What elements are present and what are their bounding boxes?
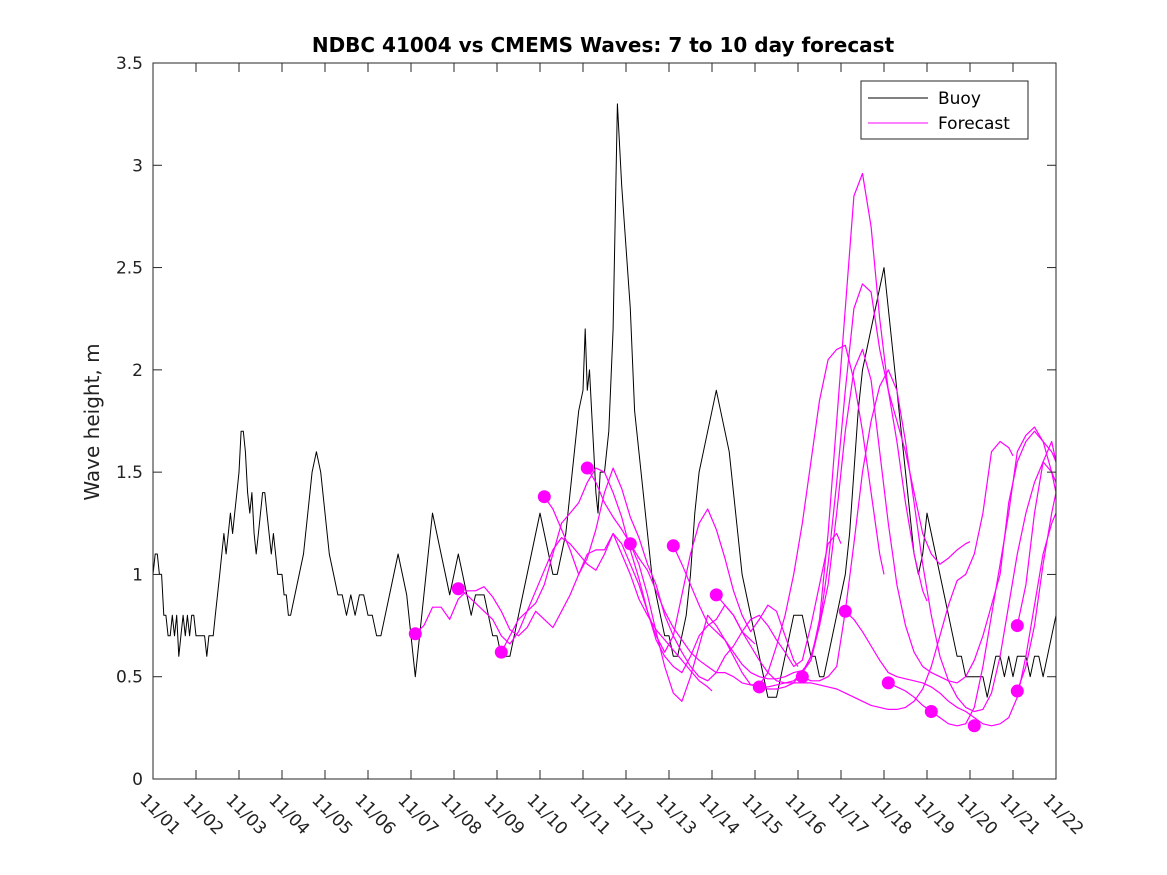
forecast-marker xyxy=(838,604,852,618)
forecast-marker xyxy=(494,645,508,659)
forecast-line xyxy=(844,512,1057,727)
y-axis: 0 0.5 1 1.5 2 2.5 3 3.5 xyxy=(116,54,1056,790)
forecast-marker xyxy=(451,582,465,596)
x-tick-label: 11/16 xyxy=(780,790,829,839)
forecast-marker xyxy=(408,627,422,641)
y-tick-label: 3.5 xyxy=(116,54,143,74)
x-tick-label: 11/14 xyxy=(694,790,743,839)
forecast-marker xyxy=(709,588,723,602)
forecast-line xyxy=(888,426,1057,727)
legend-forecast-label: Forecast xyxy=(938,114,1010,134)
x-tick-label: 11/17 xyxy=(823,790,872,839)
forecast-marker xyxy=(1010,684,1024,698)
x-tick-label: 11/06 xyxy=(350,790,399,839)
legend-buoy-label: Buoy xyxy=(938,89,981,109)
forecast-marker xyxy=(666,539,680,553)
forecast-line xyxy=(1016,492,1057,692)
forecast-line xyxy=(500,467,799,667)
y-tick-label: 0.5 xyxy=(116,668,143,688)
forecast-marker xyxy=(881,676,895,690)
y-tick-label: 1.5 xyxy=(116,463,143,483)
y-tick-label: 2.5 xyxy=(116,259,143,279)
forecast-line xyxy=(543,467,842,682)
forecast-marker xyxy=(752,680,766,694)
x-tick-label: 11/21 xyxy=(995,790,1044,839)
x-tick-label: 11/19 xyxy=(909,790,958,839)
x-tick-label: 11/08 xyxy=(436,790,485,839)
x-tick-label: 11/22 xyxy=(1038,790,1087,839)
x-tick-label: 11/10 xyxy=(522,790,571,839)
x-tick-label: 11/05 xyxy=(307,790,356,839)
x-tick-label: 11/11 xyxy=(565,790,614,839)
axes-background xyxy=(153,63,1056,779)
forecast-marker xyxy=(924,704,938,718)
forecast-line xyxy=(1016,440,1057,626)
y-axis-label: Wave height, m xyxy=(80,343,104,500)
forecast-line xyxy=(672,172,971,680)
forecast-line xyxy=(759,348,1057,688)
x-tick-label: 11/04 xyxy=(264,790,313,839)
x-tick-label: 11/07 xyxy=(393,790,442,839)
x-tick-label: 11/09 xyxy=(479,790,528,839)
buoy-series xyxy=(152,103,1057,698)
forecast-start-markers xyxy=(408,461,1024,733)
x-tick-label: 11/02 xyxy=(178,790,227,839)
forecast-line xyxy=(715,440,1014,711)
plot-area xyxy=(153,63,1056,779)
buoy-line xyxy=(152,103,1057,698)
chart-title: NDBC 41004 vs CMEMS Waves: 7 to 10 day f… xyxy=(312,33,895,57)
x-tick-label: 11/13 xyxy=(651,790,700,839)
y-tick-label: 0 xyxy=(132,770,143,790)
x-tick-label: 11/03 xyxy=(221,790,270,839)
x-tick-label: 11/18 xyxy=(866,790,915,839)
forecast-line xyxy=(586,344,885,686)
axes-frame xyxy=(152,62,1057,780)
forecast-marker xyxy=(1010,619,1024,633)
forecast-line xyxy=(414,532,713,692)
legend-box xyxy=(860,80,1029,140)
x-tick-label: 11/15 xyxy=(737,790,786,839)
legend: Buoy Forecast xyxy=(860,80,1029,140)
forecast-marker xyxy=(795,670,809,684)
forecast-line xyxy=(629,283,928,702)
forecast-marker xyxy=(537,490,551,504)
y-tick-label: 1 xyxy=(132,565,143,585)
forecast-marker xyxy=(580,461,594,475)
forecast-marker xyxy=(623,537,637,551)
forecast-marker xyxy=(967,719,981,733)
x-tick-label: 11/12 xyxy=(608,790,657,839)
x-tick-label: 11/20 xyxy=(952,790,1001,839)
x-tick-label: 11/01 xyxy=(135,790,184,839)
y-tick-label: 3 xyxy=(132,156,143,176)
y-tick-label: 2 xyxy=(132,361,143,381)
